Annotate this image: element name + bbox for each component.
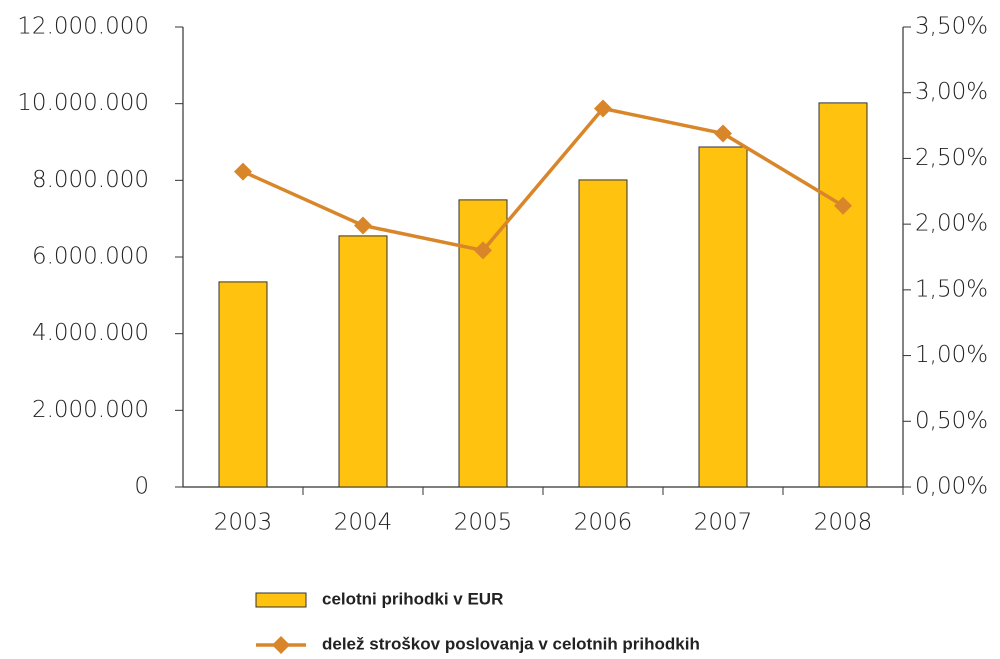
- y2-tick-label: 2,00%: [915, 211, 988, 237]
- y2-tick-label: 3,50%: [915, 14, 988, 40]
- legend-label: celotni prihodki v EUR: [322, 589, 503, 608]
- y2-tick-label: 0,50%: [915, 408, 988, 434]
- line-marker: [354, 216, 372, 235]
- y-tick-label: 10.000.000: [17, 90, 149, 116]
- y2-tick-label: 1,50%: [915, 276, 988, 302]
- y2-tick-label: 2,50%: [915, 145, 988, 171]
- line-marker: [834, 196, 852, 215]
- line-marker: [474, 241, 492, 260]
- x-tick-label: 2006: [574, 510, 633, 536]
- y-tick-label: 6.000.000: [32, 244, 149, 270]
- y-tick-label: 12.000.000: [17, 14, 149, 40]
- legend-label: delež stroškov poslovanja v celotnih pri…: [322, 634, 700, 653]
- bar: [578, 179, 628, 488]
- x-tick-label: 2008: [814, 510, 873, 536]
- line-marker: [234, 162, 252, 181]
- y-tick-label: 4.000.000: [32, 320, 149, 346]
- line-marker: [594, 99, 612, 118]
- bar: [338, 235, 388, 488]
- x-tick-label: 2003: [214, 510, 273, 536]
- x-tick-label: 2007: [694, 510, 753, 536]
- y2-tick-label: 0,00%: [915, 474, 988, 500]
- x-tick-label: 2004: [334, 510, 393, 536]
- y-tick-label: 8.000.000: [32, 167, 149, 193]
- y-tick-label: 0: [134, 474, 149, 500]
- y-tick-label: 2.000.000: [32, 397, 149, 423]
- legend-marker: [272, 636, 290, 654]
- y2-tick-label: 3,00%: [915, 79, 988, 105]
- y2-tick-label: 1,00%: [915, 342, 988, 368]
- bar: [698, 146, 748, 488]
- bar: [818, 102, 868, 488]
- legend-swatch: [255, 592, 307, 608]
- line-marker: [714, 124, 732, 143]
- x-tick-label: 2005: [454, 510, 513, 536]
- line: [242, 106, 844, 253]
- bar: [218, 281, 268, 488]
